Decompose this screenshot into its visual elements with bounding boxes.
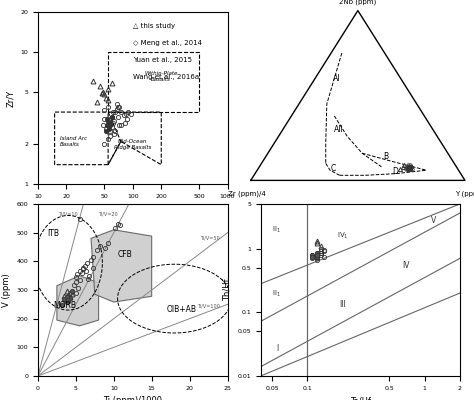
Text: V: V: [431, 216, 437, 225]
X-axis label: Ti (ppm)/1000: Ti (ppm)/1000: [103, 396, 162, 400]
Text: III: III: [339, 300, 346, 309]
Text: Ti/V=20: Ti/V=20: [99, 212, 118, 216]
Text: D: D: [392, 168, 398, 176]
Text: II$_1$: II$_1$: [273, 289, 281, 299]
Polygon shape: [91, 230, 152, 302]
Text: Y (ppm): Y (ppm): [456, 190, 474, 197]
Text: AI: AI: [333, 74, 340, 83]
Text: 2Nb (ppm): 2Nb (ppm): [339, 0, 376, 5]
Text: Yuan et al., 2015: Yuan et al., 2015: [133, 56, 192, 62]
Text: Mid-Ocean
Ridge Basalts: Mid-Ocean Ridge Basalts: [114, 139, 151, 150]
Text: ITB: ITB: [47, 228, 59, 238]
X-axis label: Ta/Hf: Ta/Hf: [350, 396, 371, 400]
Text: Ti/V=50: Ti/V=50: [201, 236, 220, 241]
Text: Ti/V=10: Ti/V=10: [58, 212, 78, 216]
Text: CFB: CFB: [118, 250, 133, 259]
Text: II$_1$: II$_1$: [273, 225, 281, 236]
Polygon shape: [57, 276, 99, 326]
Text: C: C: [330, 164, 336, 173]
Text: ◇ Meng et al., 2014: ◇ Meng et al., 2014: [133, 40, 202, 46]
Text: △ this study: △ this study: [133, 22, 175, 28]
Text: Island Arc
Basalts: Island Arc Basalts: [60, 136, 87, 147]
Text: OIB+AB: OIB+AB: [167, 304, 197, 314]
Y-axis label: Th/Hf: Th/Hf: [223, 279, 232, 301]
Text: IV$_1$: IV$_1$: [337, 230, 348, 240]
X-axis label: Zr (ppm): Zr (ppm): [114, 204, 151, 213]
Text: MORB: MORB: [53, 301, 76, 310]
Text: B: B: [383, 152, 388, 161]
Text: Zr (ppm)/4: Zr (ppm)/4: [228, 190, 265, 197]
Text: I: I: [276, 344, 278, 353]
Y-axis label: Zr/Y: Zr/Y: [6, 90, 15, 106]
Text: IV: IV: [402, 261, 410, 270]
Y-axis label: V (ppm): V (ppm): [2, 273, 11, 307]
Text: Ti/V=100: Ti/V=100: [197, 304, 220, 309]
Text: Within-Plate
Basalts: Within-Plate Basalts: [145, 71, 178, 82]
Text: Wang et al., 2016a: Wang et al., 2016a: [133, 74, 199, 80]
Text: AII: AII: [334, 125, 344, 134]
